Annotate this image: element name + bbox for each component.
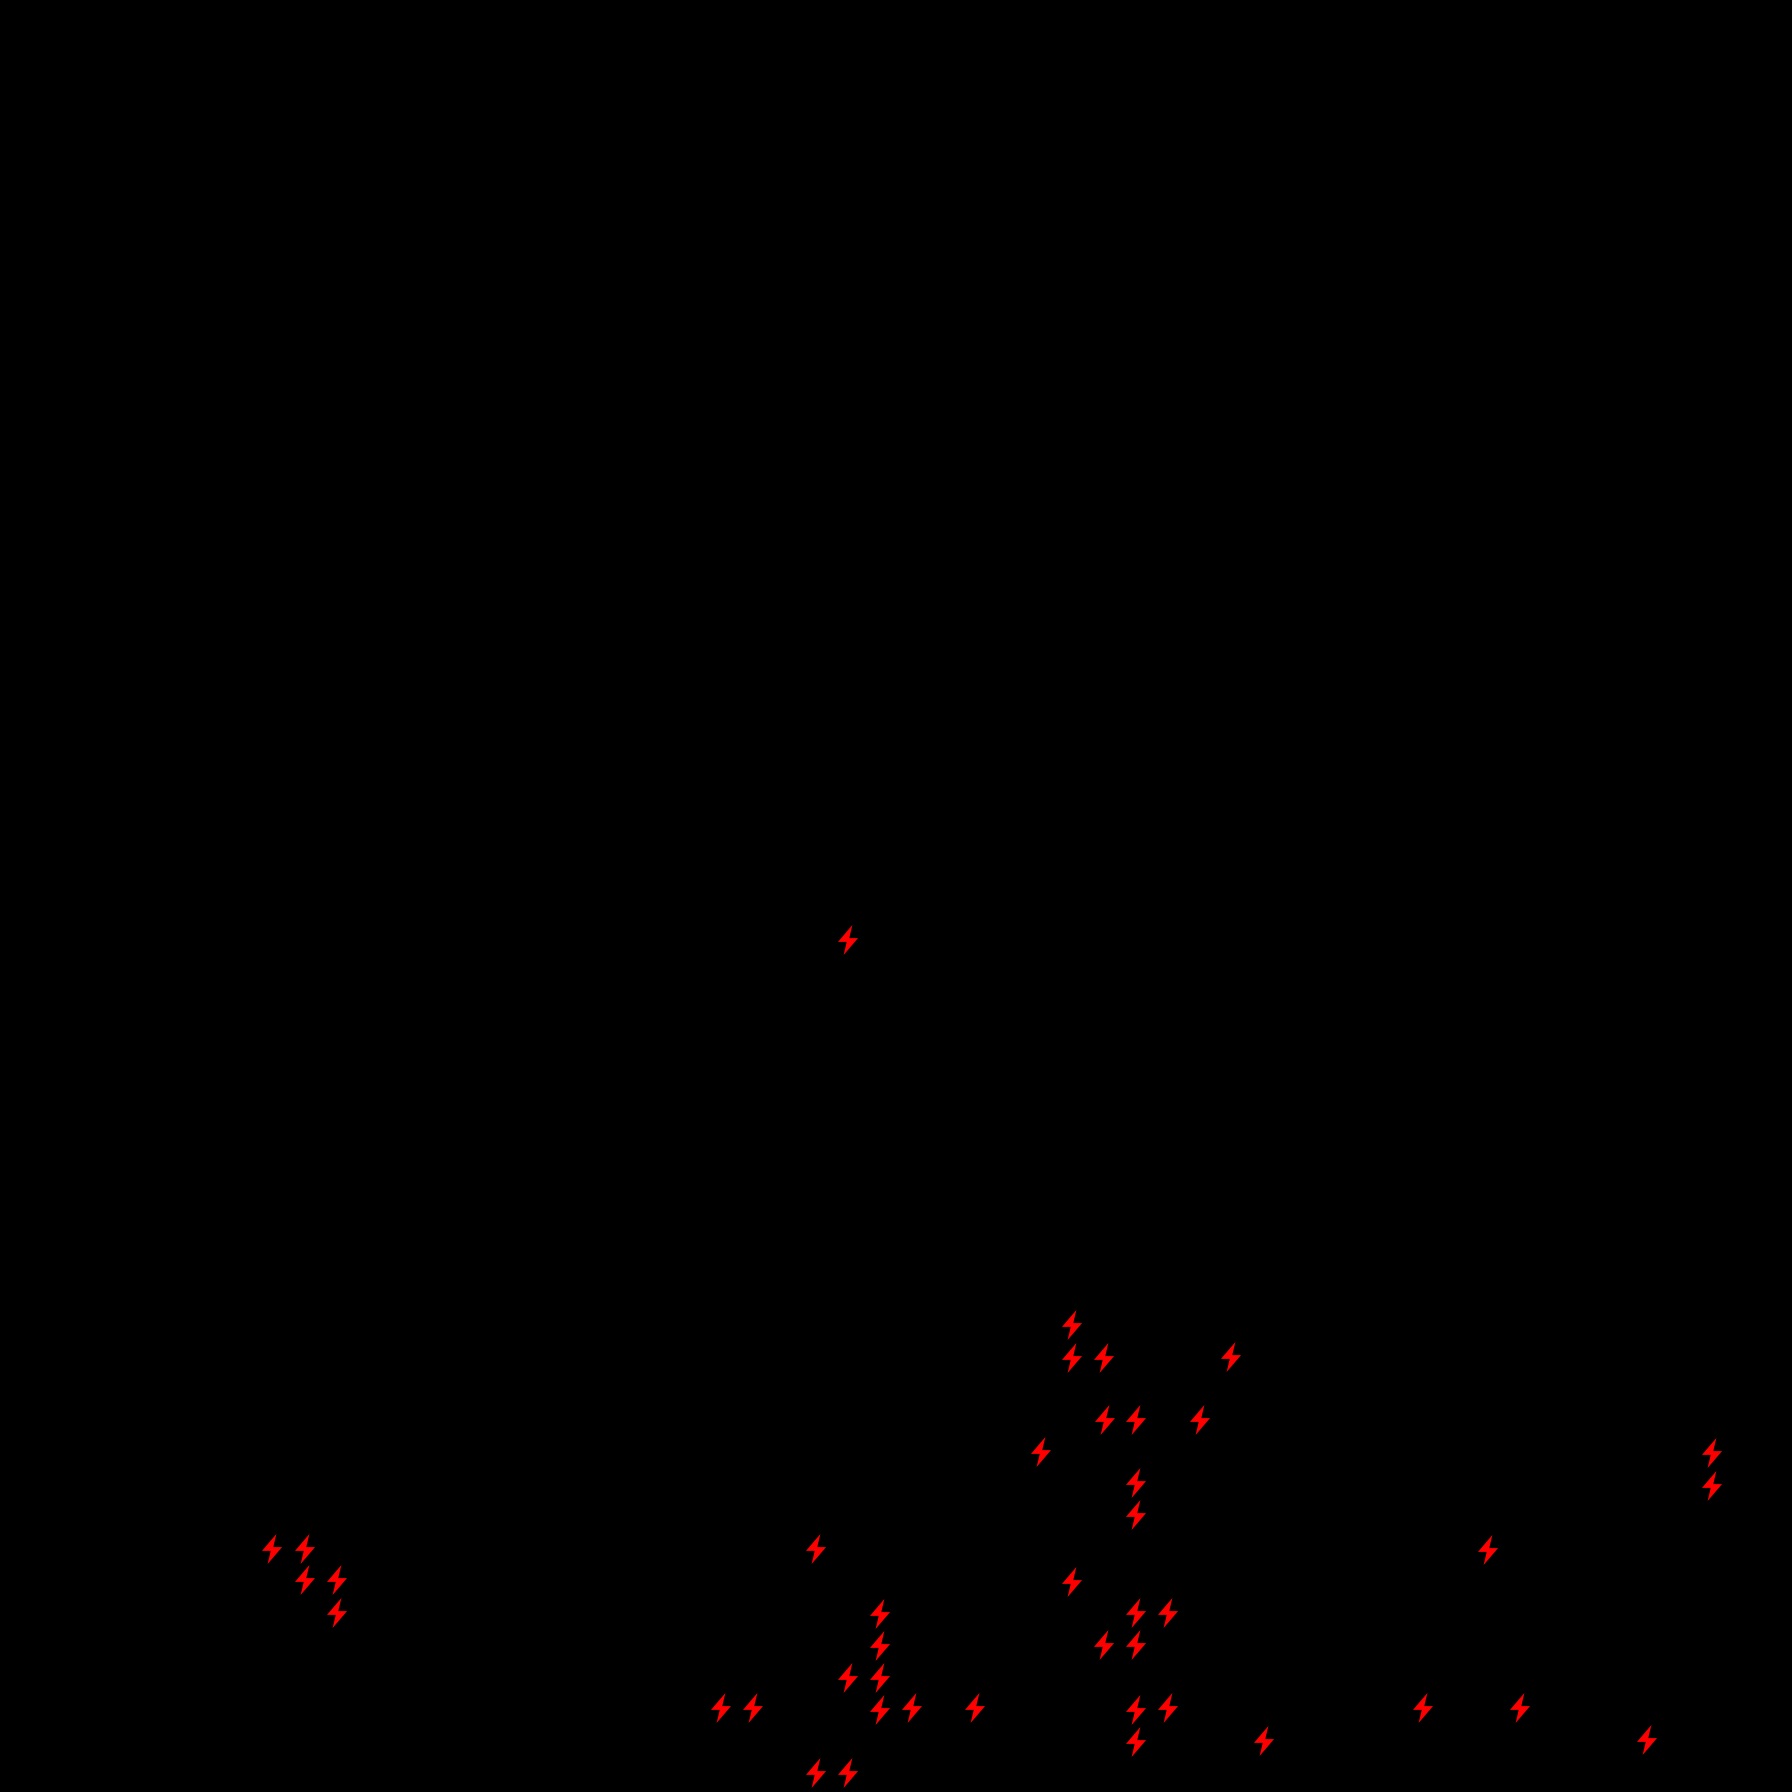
lightning-bolt-icon bbox=[711, 1693, 731, 1723]
lightning-bolt-icon bbox=[965, 1693, 985, 1723]
lightning-bolt-icon bbox=[1062, 1310, 1082, 1340]
lightning-bolt-icon bbox=[870, 1663, 890, 1693]
lightning-bolt-icon bbox=[1702, 1438, 1722, 1468]
lightning-bolt-icon bbox=[870, 1599, 890, 1629]
lightning-bolt-icon bbox=[1413, 1693, 1433, 1723]
lightning-bolt-icon bbox=[1094, 1343, 1114, 1373]
lightning-bolt-icon bbox=[295, 1565, 315, 1595]
lightning-bolt-icon bbox=[806, 1758, 826, 1788]
lightning-bolt-icon bbox=[1126, 1727, 1146, 1757]
lightning-bolt-icon bbox=[1094, 1630, 1114, 1660]
lightning-bolt-icon bbox=[1095, 1405, 1115, 1435]
lightning-bolt-icon bbox=[295, 1534, 315, 1564]
lightning-bolt-icon bbox=[1158, 1598, 1178, 1628]
lightning-bolt-icon bbox=[1126, 1500, 1146, 1530]
lightning-bolt-icon bbox=[1126, 1468, 1146, 1498]
lightning-bolt-icon bbox=[1158, 1693, 1178, 1723]
lightning-bolt-icon bbox=[1126, 1598, 1146, 1628]
lightning-bolt-icon bbox=[1062, 1343, 1082, 1373]
lightning-bolt-icon bbox=[1126, 1695, 1146, 1725]
lightning-bolt-icon bbox=[838, 1663, 858, 1693]
lightning-bolt-icon bbox=[1190, 1405, 1210, 1435]
lightning-bolt-icon bbox=[1221, 1342, 1241, 1372]
lightning-bolt-icon bbox=[327, 1565, 347, 1595]
lightning-bolt-icon bbox=[1702, 1471, 1722, 1501]
lightning-bolt-icon bbox=[870, 1695, 890, 1725]
lightning-bolt-icon bbox=[1126, 1405, 1146, 1435]
lightning-bolt-icon bbox=[902, 1693, 922, 1723]
lightning-bolt-icon bbox=[1126, 1630, 1146, 1660]
lightning-bolt-icon bbox=[838, 1758, 858, 1788]
lightning-bolt-icon bbox=[743, 1693, 763, 1723]
lightning-bolt-icon bbox=[1637, 1725, 1657, 1755]
lightning-bolt-icon bbox=[1510, 1693, 1530, 1723]
lightning-bolt-icon bbox=[838, 925, 858, 955]
lightning-bolt-icon bbox=[1254, 1726, 1274, 1756]
lightning-bolt-icon bbox=[806, 1534, 826, 1564]
lightning-bolt-icon bbox=[262, 1534, 282, 1564]
lightning-bolt-icon bbox=[1478, 1535, 1498, 1565]
lightning-bolt-icon bbox=[870, 1631, 890, 1661]
lightning-bolt-icon bbox=[327, 1598, 347, 1628]
lightning-bolt-icon bbox=[1031, 1437, 1051, 1467]
lightning-bolt-icon bbox=[1062, 1567, 1082, 1597]
